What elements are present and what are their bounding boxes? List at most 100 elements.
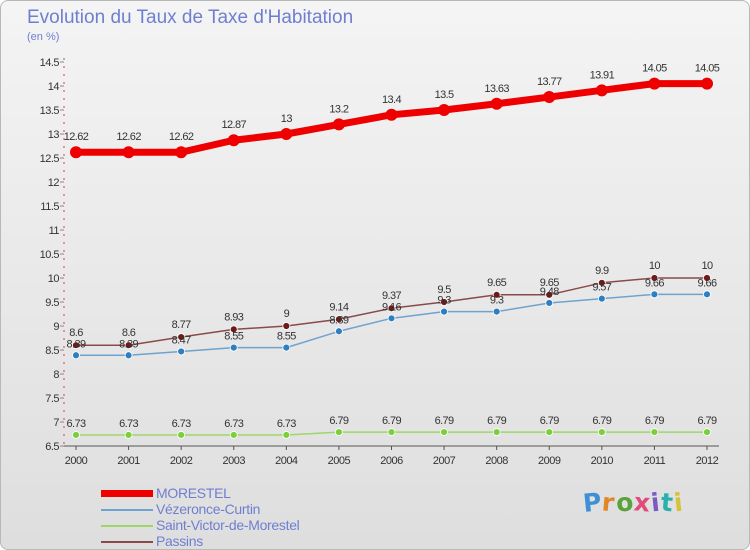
data-labels: 12.62 12.62 12.62 12.87 13 13.2 13.4 13.5 13.63 1…: [64, 63, 721, 430]
data-label: 9.66: [645, 277, 664, 289]
data-point: [595, 84, 608, 97]
data-label: 8.93: [224, 311, 243, 323]
data-label: 12.62: [116, 131, 141, 143]
data-label: 8.89: [329, 314, 348, 326]
x-tick-label: 2007: [433, 455, 456, 467]
data-point: [545, 290, 554, 299]
data-point: [177, 347, 186, 356]
data-label: 8.6: [69, 327, 83, 339]
data-label: 12.62: [169, 131, 194, 143]
y-tick-label: 11.5: [40, 201, 59, 213]
data-label: 9.9: [595, 265, 609, 277]
y-tick-label: 14.5: [40, 57, 60, 69]
data-point: [229, 431, 238, 439]
data-label: 8.39: [119, 338, 138, 350]
data-label: 8.39: [66, 338, 85, 350]
data-point: [177, 431, 186, 439]
data-point: [227, 134, 240, 147]
data-point: [440, 428, 448, 436]
data-point: [650, 428, 659, 436]
legend-swatch: [101, 525, 153, 527]
data-label: 6.73: [119, 418, 138, 430]
data-label: 8.6: [122, 327, 136, 339]
y-tick-label: 12.5: [40, 153, 60, 165]
y-tick-label: 13.5: [40, 105, 60, 117]
y-tick-label: 12: [48, 177, 60, 189]
data-label: 6.79: [592, 415, 611, 427]
logo-letter: i: [672, 487, 685, 518]
data-label: 8.47: [172, 334, 191, 346]
data-point: [543, 91, 556, 104]
data-point: [229, 325, 238, 334]
axes: 6.577.588.599.51010.51111.51212.51313.51…: [40, 57, 720, 467]
data-point: [229, 343, 238, 352]
data-point: [597, 278, 606, 287]
legend-label: MORESTEL: [156, 485, 231, 501]
data-point: [545, 299, 554, 307]
data-label: 6.79: [487, 415, 506, 427]
data-label: 9.65: [540, 277, 559, 289]
data-point: [387, 304, 396, 313]
data-point: [72, 341, 80, 350]
data-label: 9.66: [697, 277, 716, 289]
data-label: 6.79: [540, 415, 559, 427]
data-label: 6.79: [697, 415, 716, 427]
data-point: [387, 314, 396, 323]
x-tick-label: 2003: [223, 455, 246, 467]
data-label: 6.73: [172, 418, 191, 430]
data-label: 10: [701, 260, 713, 272]
data-point: [492, 428, 501, 436]
data-point: [72, 351, 80, 360]
y-tick-label: 14: [48, 81, 60, 93]
legend-label: Saint-Victor-de-Morestel: [156, 517, 300, 533]
data-point: [492, 307, 501, 316]
data-point: [280, 128, 293, 140]
data-label: 9.14: [329, 301, 348, 313]
y-tick-label: 6.5: [45, 441, 59, 453]
data-label: 6.73: [224, 418, 243, 430]
data-point: [597, 294, 606, 303]
legend-swatch: [101, 490, 153, 497]
data-point: [282, 322, 291, 330]
data-label: 9.16: [382, 301, 401, 313]
data-point: [490, 97, 503, 110]
series-lines: [70, 77, 713, 439]
data-label: 9.3: [437, 295, 451, 307]
data-label: 13.5: [435, 89, 454, 101]
data-point: [332, 118, 345, 131]
data-label: 13.63: [484, 83, 509, 95]
data-label: 8.77: [172, 319, 191, 331]
data-label: 13: [281, 113, 293, 125]
data-point: [124, 351, 133, 360]
data-label: 14.05: [642, 63, 667, 75]
data-point: [703, 290, 711, 299]
data-point: [701, 77, 713, 90]
data-point: [438, 104, 451, 116]
y-tick-label: 8: [53, 369, 59, 381]
data-label: 6.79: [329, 415, 348, 427]
data-label: 9.37: [382, 290, 401, 302]
data-point: [335, 327, 343, 336]
data-label: 13.4: [382, 94, 401, 106]
data-label: 6.79: [435, 415, 454, 427]
data-point: [650, 274, 659, 282]
x-tick-label: 2008: [485, 455, 508, 467]
data-point: [72, 431, 80, 439]
data-label: 13.91: [590, 69, 615, 81]
chart-title: Evolution du Taux de Taxe d'Habitation: [27, 7, 354, 28]
data-point: [335, 315, 343, 324]
data-point: [440, 298, 448, 306]
y-tick-label: 7.5: [45, 393, 59, 405]
x-tick-label: 2006: [380, 455, 403, 467]
unit-label: (en %): [27, 31, 60, 43]
y-tick-label: 9: [53, 321, 59, 333]
data-point: [124, 431, 133, 439]
data-point: [545, 428, 554, 436]
x-tick-label: 2005: [328, 455, 351, 467]
data-point: [703, 428, 711, 436]
data-point: [387, 428, 396, 436]
y-tick-label: 10: [48, 273, 60, 285]
legend-swatch: [101, 509, 153, 511]
